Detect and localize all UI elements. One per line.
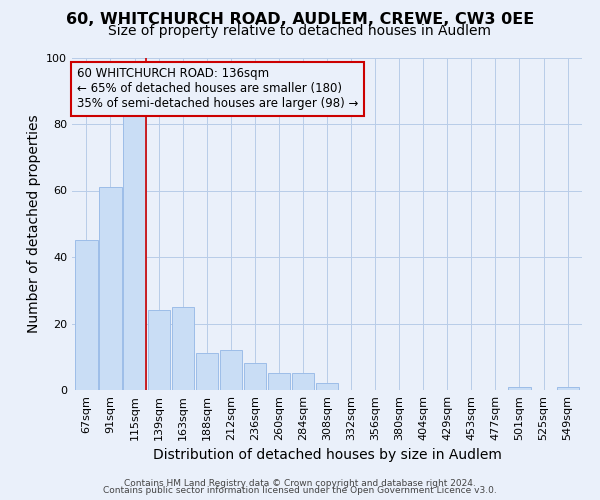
Bar <box>557 386 578 390</box>
Bar <box>148 310 170 390</box>
Bar <box>196 354 218 390</box>
Bar <box>244 364 266 390</box>
X-axis label: Distribution of detached houses by size in Audlem: Distribution of detached houses by size … <box>152 448 502 462</box>
Bar <box>220 350 242 390</box>
Bar <box>100 187 122 390</box>
Bar <box>508 386 530 390</box>
Text: 60 WHITCHURCH ROAD: 136sqm
← 65% of detached houses are smaller (180)
35% of sem: 60 WHITCHURCH ROAD: 136sqm ← 65% of deta… <box>77 68 358 110</box>
Text: Contains HM Land Registry data © Crown copyright and database right 2024.: Contains HM Land Registry data © Crown c… <box>124 478 476 488</box>
Bar <box>172 307 194 390</box>
Bar <box>76 240 98 390</box>
Bar <box>268 374 290 390</box>
Bar <box>316 384 338 390</box>
Text: 60, WHITCHURCH ROAD, AUDLEM, CREWE, CW3 0EE: 60, WHITCHURCH ROAD, AUDLEM, CREWE, CW3 … <box>66 12 534 28</box>
Y-axis label: Number of detached properties: Number of detached properties <box>26 114 41 333</box>
Text: Contains public sector information licensed under the Open Government Licence v3: Contains public sector information licen… <box>103 486 497 495</box>
Text: Size of property relative to detached houses in Audlem: Size of property relative to detached ho… <box>109 24 491 38</box>
Bar <box>124 110 146 390</box>
Bar <box>292 374 314 390</box>
